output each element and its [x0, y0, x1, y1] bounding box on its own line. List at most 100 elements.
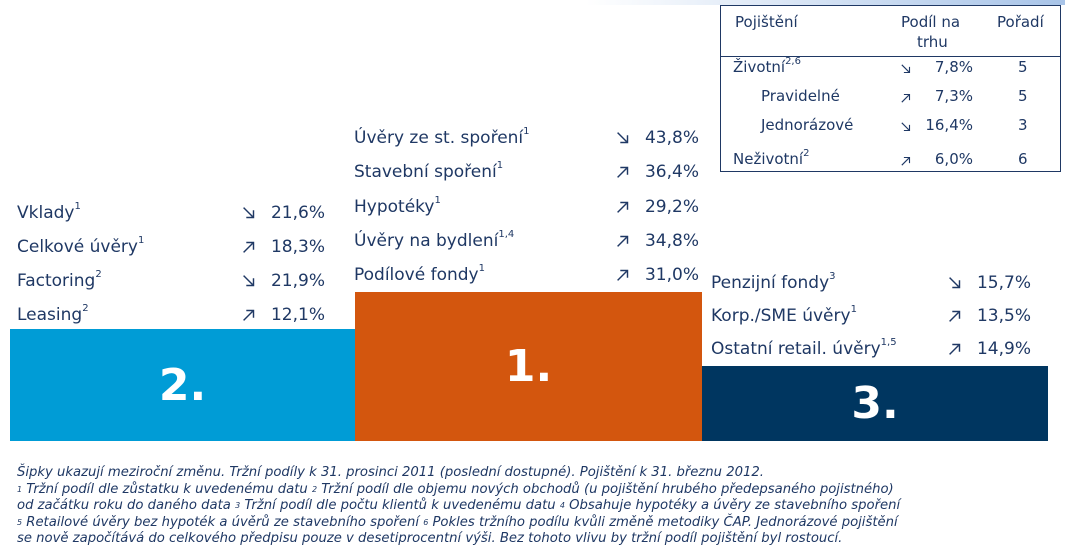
trend-down-arrow-icon [946, 274, 964, 292]
podium-block-rank-3: 3. [702, 366, 1048, 441]
insurance-row-label: Životní2,6 [733, 56, 801, 76]
trend-down-arrow-icon [240, 272, 258, 290]
market-share-row: Leasing2 12,1% [17, 303, 325, 327]
market-share-label-text: Celkové úvěry [17, 237, 138, 257]
footnote-text: Šipky ukazují meziroční změnu. Tržní pod… [17, 465, 764, 480]
market-share-label-text: Ostatní retail. úvěry [711, 339, 881, 359]
footnote-text: Tržní podíl dle objemu nových obchodů (u… [317, 481, 894, 497]
insurance-header-category: Pojištění [735, 13, 798, 31]
market-share-label-text: Úvěry na bydlení [354, 230, 499, 251]
market-share-row: Hypotéky1 29,2% [354, 194, 699, 219]
footnote-ref: 1 [478, 263, 485, 274]
footnote-line-4: 5 Retailové úvěry bez hypoték a úvěrů ze… [17, 515, 1057, 532]
insurance-header-divider [721, 56, 1060, 57]
market-share-label-text: Korp./SME úvěry [711, 306, 851, 326]
market-share-row: Celkové úvěry1 18,3% [17, 235, 325, 259]
market-share-label: Leasing2 [17, 303, 89, 325]
footnote-ref: 2,6 [785, 56, 801, 67]
market-share-row: Factoring2 21,9% [17, 269, 325, 293]
market-share-row: Korp./SME úvěry1 13,5% [711, 304, 1031, 328]
market-share-label: Hypotéky1 [354, 194, 441, 217]
footnote-ref: 1,5 [880, 337, 897, 348]
footnote-line-1: Šipky ukazují meziroční změnu. Tržní pod… [17, 465, 1057, 482]
footnote-ref: 3 [829, 271, 836, 282]
market-share-row: Vklady1 21,6% [17, 201, 325, 225]
trend-up-arrow-icon [614, 232, 632, 250]
market-share-row: Podílové fondy1 31,0% [354, 263, 699, 287]
insurance-row-label-text: Jednorázové [761, 116, 854, 134]
footnote-number: 4 [559, 501, 565, 511]
market-share-value: 13,5% [976, 306, 1031, 326]
market-share-value: 21,9% [270, 271, 325, 291]
footnote-ref: 2 [82, 303, 89, 314]
trend-up-arrow-icon [614, 163, 632, 181]
trend-up-arrow-icon [946, 307, 964, 325]
trend-up-arrow-icon [614, 266, 632, 284]
footnote-ref: 1 [523, 126, 530, 137]
podium-rank-label: 1. [504, 341, 553, 392]
insurance-row-label-text: Životní [733, 58, 786, 76]
footnote-ref: 1 [74, 201, 81, 212]
market-share-label: Podílové fondy1 [354, 263, 485, 285]
market-share-label-text: Úvěry ze st. spoření [354, 128, 524, 148]
footnotes: Šipky ukazují meziroční změnu. Tržní pod… [17, 465, 1057, 548]
insurance-row-label: Pravidelné [761, 87, 840, 105]
footnote-number: 3 [235, 501, 241, 511]
podium-rank-label: 2. [158, 359, 207, 411]
footnote-number: 2 [311, 484, 318, 494]
insurance-row-label: Jednorázové [761, 116, 853, 134]
insurance-header-rank: Pořadí [997, 13, 1044, 31]
trend-up-arrow-icon [614, 198, 632, 216]
market-share-label-text: Penzijní fondy [711, 273, 830, 293]
market-share-label-text: Stavební spoření [354, 162, 497, 183]
insurance-row-label-text: Neživotní [733, 150, 804, 168]
footnote-text: Retailové úvěry bez hypoték a úvěrů ze s… [22, 514, 424, 530]
footnote-text: Pokles tržního podílu kvůli změně metodi… [428, 514, 898, 530]
footnote-line-3: od začátku roku do daného data 3 Tržní p… [17, 498, 1057, 515]
market-share-value: 34,8% [644, 230, 699, 251]
podium-rank-label: 3. [851, 378, 899, 429]
footnote-line-2: 1 Tržní podíl dle zůstatku k uvedenému d… [17, 482, 1057, 499]
insurance-row-label-text: Pravidelné [761, 87, 840, 105]
market-share-label-text: Leasing [17, 305, 83, 325]
footnote-number: 6 [423, 517, 429, 527]
market-share-row: Stavební spoření1 36,4% [354, 160, 699, 184]
footnote-text: Tržní podíl dle zůstatku k uvedenému dat… [22, 481, 312, 497]
market-share-label: Stavební spoření1 [354, 160, 503, 183]
market-share-row: Úvěry ze st. spoření1 43,8% [354, 126, 699, 150]
footnote-ref: 2 [803, 148, 810, 159]
insurance-row-share: 7,8% [934, 58, 973, 76]
footnote-ref: 1 [434, 194, 441, 206]
footnote-text: se nově započítává do celkového předpisu… [17, 531, 843, 547]
insurance-row-label: Neživotní2 [733, 148, 810, 168]
insurance-row-share: 16,4% [925, 116, 973, 134]
insurance-row-rank: 5 [1018, 58, 1028, 76]
market-share-label: Úvěry na bydlení1,4 [354, 229, 514, 251]
market-share-label: Factoring2 [17, 269, 102, 291]
insurance-row-rank: 3 [1018, 116, 1028, 134]
market-share-value: 21,6% [270, 203, 325, 223]
footnote-number: 1 [17, 484, 23, 494]
market-share-value: 18,3% [270, 237, 325, 257]
footnote-ref: 2 [95, 269, 102, 280]
market-share-value: 14,9% [976, 339, 1031, 359]
podium-block-rank-2: 1. [355, 292, 702, 441]
market-share-value: 36,4% [644, 162, 699, 183]
market-share-label: Penzijní fondy3 [711, 271, 836, 293]
trend-down-arrow-icon [614, 129, 632, 147]
trend-down-arrow-icon [899, 119, 913, 133]
insurance-row-share: 6,0% [934, 150, 973, 168]
market-share-value: 15,7% [976, 273, 1031, 293]
trend-down-arrow-icon [240, 204, 258, 222]
market-share-label-text: Factoring [17, 271, 96, 291]
market-share-label: Úvěry ze st. spoření1 [354, 126, 530, 148]
insurance-row-share: 7,3% [934, 87, 973, 105]
market-share-label-text: Hypotéky [354, 196, 435, 217]
market-share-value: 12,1% [270, 305, 325, 325]
market-share-row: Ostatní retail. úvěry1,5 14,9% [711, 337, 1031, 361]
market-share-value: 31,0% [644, 265, 699, 285]
market-share-value: 29,2% [644, 196, 699, 217]
market-share-row: Úvěry na bydlení1,4 34,8% [354, 229, 699, 253]
market-share-label-text: Podílové fondy [354, 265, 479, 285]
insurance-header-share-line2: trhu [917, 33, 948, 51]
